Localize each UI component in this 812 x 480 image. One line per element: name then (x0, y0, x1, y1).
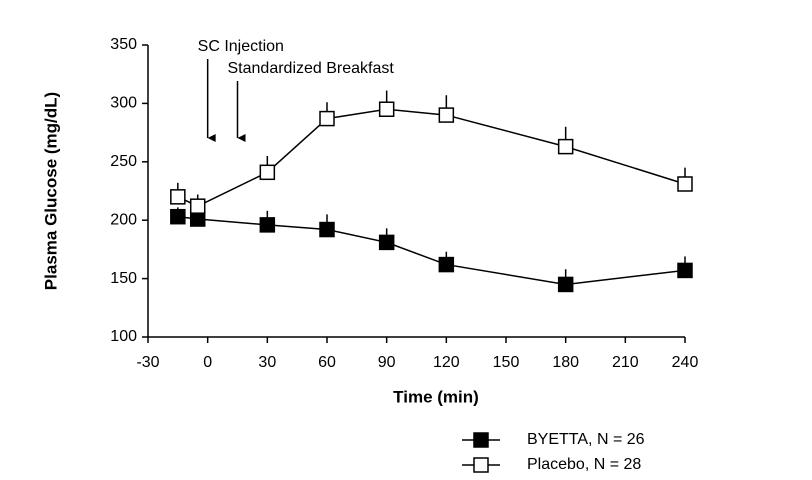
data-point (378, 234, 395, 251)
x-tick-label: 240 (672, 354, 699, 371)
data-point (170, 208, 186, 225)
legend-marker (473, 432, 489, 448)
x-tick-label: 60 (318, 354, 336, 371)
series-line (177, 108, 686, 208)
data-point (319, 110, 335, 127)
y-tick-label: 300 (110, 95, 137, 112)
x-tick-label: 120 (433, 354, 460, 371)
data-point (557, 138, 574, 155)
y-tick-label: 150 (110, 270, 137, 287)
data-point (189, 198, 206, 214)
y-tick-label: 350 (110, 36, 137, 53)
data-point (259, 217, 276, 233)
y-tick-label: 100 (110, 328, 137, 345)
y-axis-label: Plasma Glucose (mg/dL) (41, 92, 60, 290)
annotation-text: SC Injection (198, 38, 284, 55)
data-point (259, 164, 276, 181)
legend-label: Placebo, N = 28 (527, 456, 641, 473)
data-point (677, 176, 693, 192)
data-point (557, 276, 574, 293)
data-point (189, 211, 206, 227)
x-tick-label: -30 (136, 354, 159, 371)
x-tick-label: 210 (612, 354, 639, 371)
data-point (170, 189, 186, 205)
data-point (319, 221, 335, 238)
x-axis-label: Time (min) (393, 387, 479, 406)
data-point (378, 101, 395, 117)
data-point (677, 262, 693, 279)
y-tick-label: 200 (110, 211, 137, 228)
data-point (438, 256, 455, 273)
x-tick-label: 150 (493, 354, 520, 371)
x-tick-label: 30 (258, 354, 276, 371)
series-line (177, 215, 686, 286)
data-point (438, 107, 455, 123)
x-tick-label: 90 (378, 354, 396, 371)
legend-label: BYETTA, N = 26 (527, 431, 645, 448)
legend-marker (473, 457, 489, 473)
x-tick-label: 0 (203, 354, 212, 371)
annotation-text: Standardized Breakfast (228, 60, 395, 77)
x-tick-label: 180 (552, 354, 579, 371)
y-tick-label: 250 (110, 153, 137, 170)
